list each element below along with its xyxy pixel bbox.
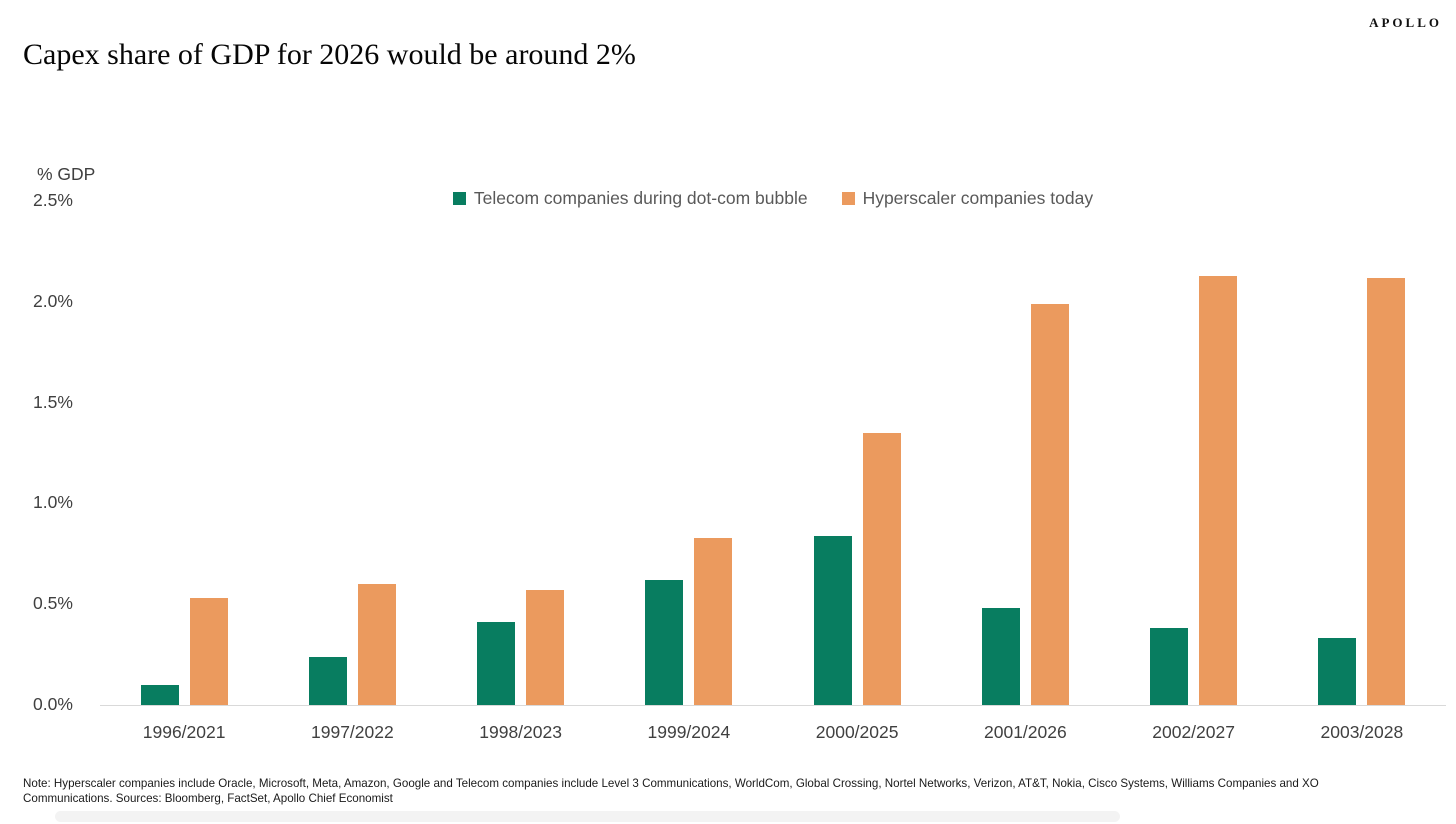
bar-group-1997-2022 — [268, 201, 436, 705]
bar — [189, 598, 228, 705]
y-tick-label: 0.5% — [33, 593, 73, 614]
footnote: Note: Hyperscaler companies include Orac… — [23, 777, 1319, 805]
bar — [1367, 277, 1406, 705]
bar-group-2003-2028 — [1278, 201, 1446, 705]
bar-group-1998-2023 — [437, 201, 605, 705]
x-axis: 1996/2021 1997/2022 1998/2023 1999/2024 2000… — [100, 722, 1446, 743]
y-tick-label: 0.0% — [33, 694, 73, 714]
plot-area — [100, 201, 1446, 706]
x-tick-label: 1997/2022 — [311, 722, 394, 742]
bar-group-2001-2026 — [941, 201, 1109, 705]
bar — [1030, 303, 1069, 705]
x-tick-label: 1999/2024 — [647, 722, 731, 742]
x-tick-label: 2000/2025 — [815, 722, 899, 742]
bar — [308, 656, 347, 705]
bar — [1199, 275, 1238, 705]
legend-label: Hyperscaler companies today — [862, 188, 1094, 208]
legend-item: Hyperscaler companies today — [841, 188, 1094, 209]
horizontal-scrollbar[interactable] — [55, 811, 1120, 822]
bar — [645, 580, 684, 705]
bar — [526, 590, 565, 705]
legend-item: Telecom companies during dot-com bubble — [452, 188, 808, 209]
x-tick-label: 2002/2027 — [1152, 722, 1235, 742]
x-tick-label: 1996/2021 — [142, 722, 226, 742]
y-axis-title: % GDP — [37, 164, 96, 184]
bar — [981, 608, 1020, 705]
bar — [862, 432, 901, 705]
y-tick-label: 2.5% — [33, 190, 73, 210]
y-tick-label: 2.0% — [33, 290, 73, 311]
bar — [357, 584, 396, 705]
bar-group-1996-2021 — [100, 201, 268, 705]
bar — [477, 622, 516, 705]
legend-swatch-icon — [841, 192, 855, 205]
x-tick-label: 2001/2026 — [984, 722, 1067, 742]
apollo-logo: APOLLO — [1369, 15, 1442, 30]
bar-group-2002-2027 — [1110, 201, 1278, 705]
bar-group-1999-2024 — [605, 201, 773, 705]
bar — [140, 684, 179, 705]
x-tick-label: 1998/2023 — [479, 722, 562, 742]
legend-swatch-icon — [452, 192, 466, 205]
bar — [1318, 638, 1357, 705]
chart-title: Capex share of GDP for 2026 would be aro… — [23, 38, 636, 71]
bar — [1150, 628, 1189, 705]
y-tick-label: 1.0% — [33, 492, 73, 513]
bar-group-2000-2025 — [773, 201, 941, 705]
x-tick-label: 2003/2028 — [1320, 722, 1404, 742]
legend-label: Telecom companies during dot-com bubble — [473, 188, 808, 208]
y-tick-label: 1.5% — [33, 391, 73, 412]
legend: Telecom companies during dot-com bubble H… — [100, 188, 1446, 209]
bar — [813, 535, 852, 705]
bar — [694, 537, 733, 705]
